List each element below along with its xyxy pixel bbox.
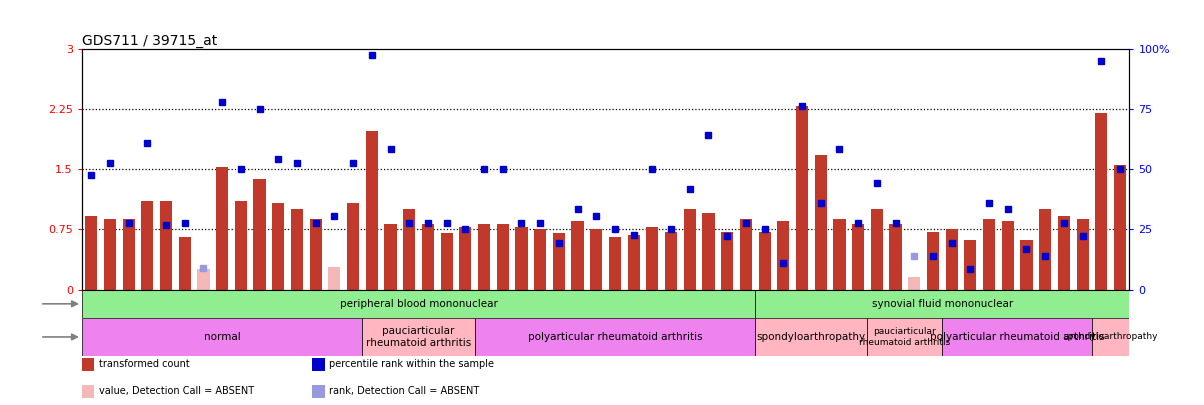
- Bar: [778, 221, 790, 290]
- Bar: [553, 233, 565, 290]
- Text: normal: normal: [203, 332, 241, 342]
- Bar: [964, 240, 976, 290]
- Bar: [943, 318, 1092, 356]
- Bar: [82, 358, 94, 371]
- Bar: [1058, 215, 1070, 290]
- Bar: [309, 219, 321, 290]
- Bar: [141, 201, 153, 290]
- Bar: [721, 232, 733, 290]
- Bar: [739, 219, 752, 290]
- Bar: [272, 203, 284, 290]
- Bar: [366, 130, 378, 290]
- Bar: [627, 235, 639, 290]
- Bar: [329, 267, 341, 290]
- Bar: [590, 229, 602, 290]
- Bar: [216, 167, 229, 290]
- Bar: [421, 224, 433, 290]
- Bar: [1092, 318, 1129, 356]
- Bar: [178, 237, 190, 290]
- Bar: [497, 224, 509, 290]
- Bar: [160, 201, 172, 290]
- Bar: [815, 155, 827, 290]
- Bar: [1021, 240, 1033, 290]
- Bar: [82, 385, 94, 398]
- Bar: [867, 318, 943, 356]
- Bar: [1076, 219, 1088, 290]
- Bar: [312, 385, 325, 398]
- Bar: [347, 203, 359, 290]
- Bar: [459, 227, 472, 290]
- Bar: [82, 318, 362, 356]
- Text: synovial fluid mononuclear: synovial fluid mononuclear: [872, 299, 1013, 309]
- Bar: [235, 201, 247, 290]
- Bar: [474, 318, 755, 356]
- Bar: [362, 318, 474, 356]
- Bar: [684, 209, 696, 290]
- Text: pauciarticular
rheumatoid arthritis: pauciarticular rheumatoid arthritis: [366, 326, 471, 348]
- Bar: [478, 224, 490, 290]
- Text: percentile rank within the sample: percentile rank within the sample: [329, 359, 494, 369]
- Bar: [609, 237, 621, 290]
- Bar: [254, 179, 266, 290]
- Text: polyarticular rheumatoid arthritis: polyarticular rheumatoid arthritis: [527, 332, 702, 342]
- Bar: [982, 219, 996, 290]
- Bar: [1096, 113, 1108, 290]
- Bar: [665, 232, 677, 290]
- Bar: [870, 209, 883, 290]
- Bar: [85, 215, 98, 290]
- Text: spondyloarthropathy: spondyloarthropathy: [757, 332, 866, 342]
- Text: peripheral blood mononuclear: peripheral blood mononuclear: [340, 299, 497, 309]
- Bar: [441, 233, 453, 290]
- Bar: [291, 209, 303, 290]
- Text: rank, Detection Call = ABSENT: rank, Detection Call = ABSENT: [329, 386, 479, 396]
- Text: GDS711 / 39715_at: GDS711 / 39715_at: [82, 34, 217, 47]
- Bar: [702, 213, 714, 290]
- Bar: [312, 358, 325, 371]
- Bar: [647, 227, 659, 290]
- Bar: [852, 224, 864, 290]
- Bar: [833, 219, 845, 290]
- Bar: [1114, 165, 1126, 290]
- Bar: [1002, 221, 1014, 290]
- Bar: [755, 318, 867, 356]
- Bar: [908, 277, 920, 290]
- Text: pauciarticular
rheumatoid arthritis: pauciarticular rheumatoid arthritis: [860, 327, 950, 347]
- Text: spondyloarthropathy: spondyloarthropathy: [1063, 333, 1158, 341]
- Text: polyarticular rheumatoid arthritis: polyarticular rheumatoid arthritis: [929, 332, 1104, 342]
- Bar: [572, 221, 584, 290]
- Bar: [515, 227, 527, 290]
- Bar: [123, 219, 135, 290]
- Bar: [759, 232, 771, 290]
- Bar: [82, 290, 755, 318]
- Bar: [796, 107, 808, 290]
- Bar: [755, 290, 1129, 318]
- Bar: [890, 224, 902, 290]
- Bar: [403, 209, 415, 290]
- Bar: [945, 229, 957, 290]
- Bar: [197, 269, 209, 290]
- Text: transformed count: transformed count: [99, 359, 189, 369]
- Text: value, Detection Call = ABSENT: value, Detection Call = ABSENT: [99, 386, 254, 396]
- Bar: [384, 224, 396, 290]
- Bar: [535, 229, 547, 290]
- Bar: [104, 219, 116, 290]
- Bar: [1039, 209, 1051, 290]
- Bar: [927, 232, 939, 290]
